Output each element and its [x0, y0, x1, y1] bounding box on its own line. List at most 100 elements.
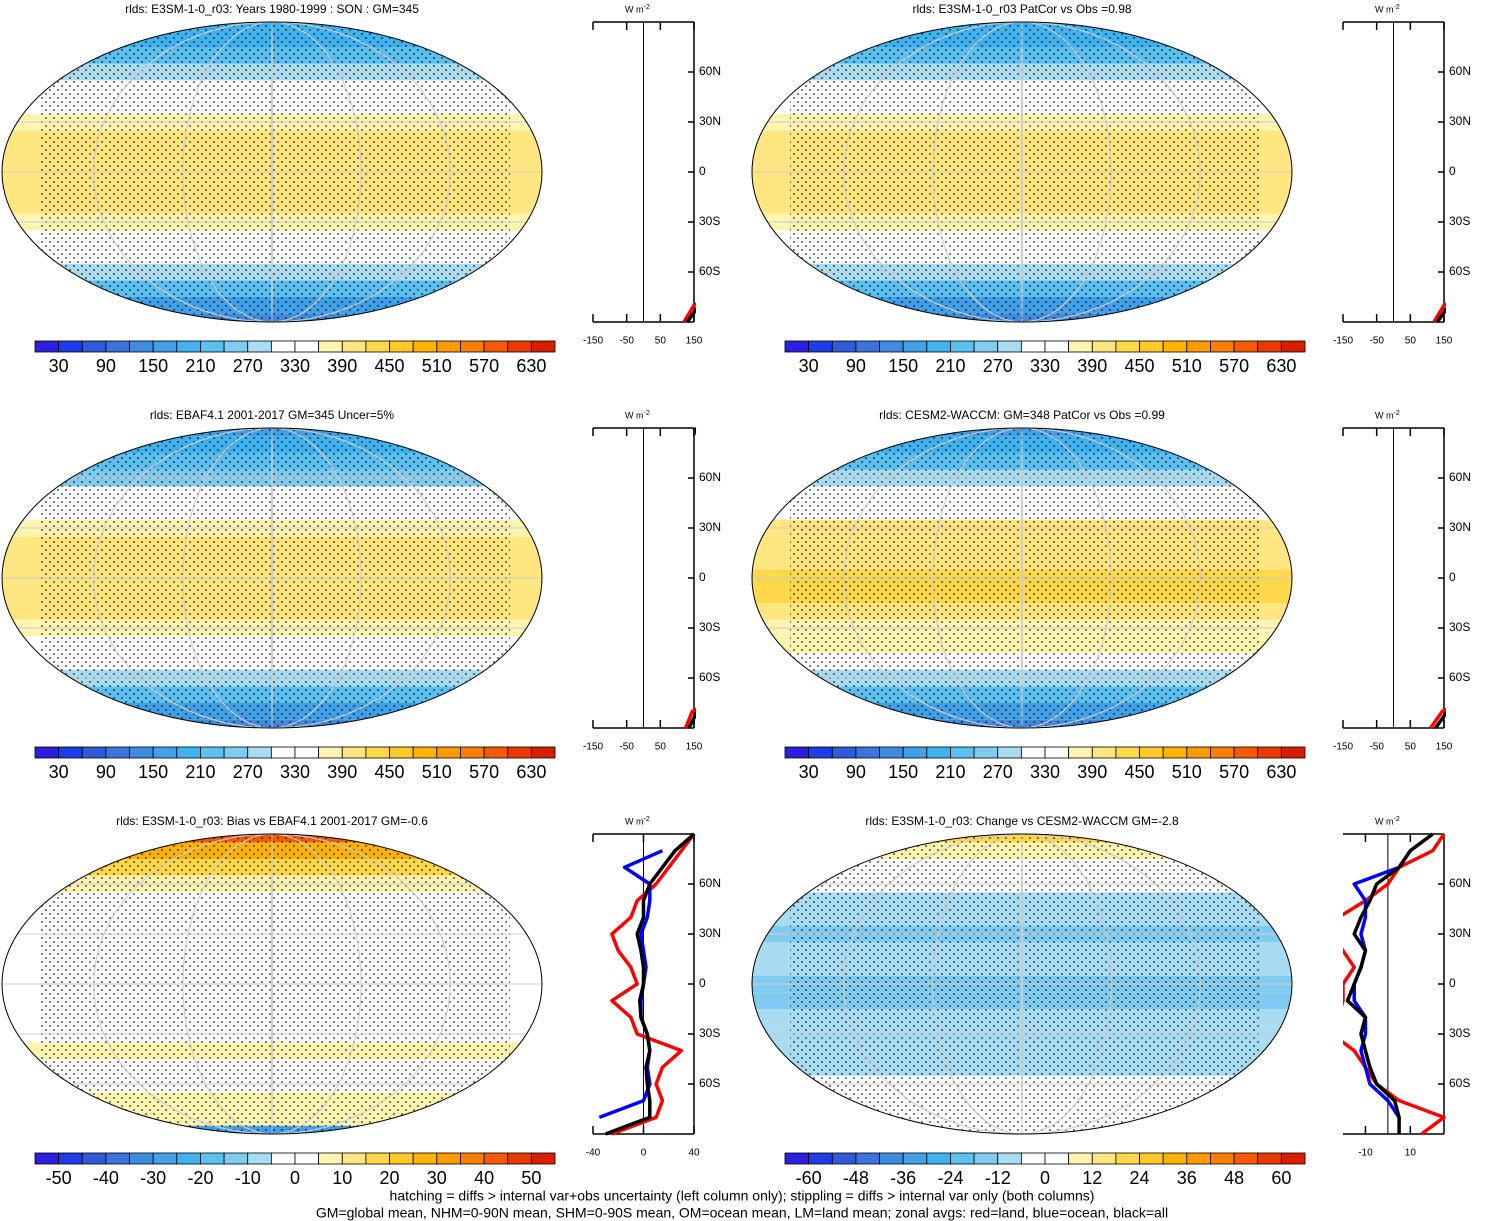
colorbar-box: [997, 340, 1022, 353]
colorbar-box: [855, 1152, 880, 1165]
colorbar-label: 510: [1172, 356, 1202, 376]
colorbar-box: [58, 340, 83, 353]
colorbar-box: [341, 340, 367, 353]
colorbar-box: [831, 340, 857, 353]
colorbar-box: [507, 1152, 532, 1165]
colorbar-box: [855, 746, 880, 759]
colorbar-box: [997, 746, 1022, 759]
colorbar-label: -20: [187, 1168, 213, 1188]
unit: W m: [1375, 4, 1394, 14]
colorbar-label: 270: [233, 762, 263, 782]
map: [752, 834, 1292, 1134]
colorbar-box: [808, 1152, 833, 1165]
y-tick-label: 60S: [699, 1076, 720, 1090]
colorbar-box: [105, 746, 130, 759]
x-tick-label: 50: [655, 336, 667, 347]
meridian: [271, 834, 273, 1134]
colorbar-label: 60: [1271, 1168, 1291, 1188]
x-tick-label: 50: [655, 742, 667, 753]
x-tick-label: -50: [619, 742, 634, 753]
colorbar-box: [784, 1152, 810, 1165]
unit-exponent: -2: [644, 4, 650, 11]
colorbar-box: [223, 340, 249, 353]
colorbar-label: 630: [516, 356, 546, 376]
colorbar-box: [1210, 1152, 1235, 1165]
colorbar-label: 630: [516, 762, 546, 782]
y-tick-label: 30N: [699, 520, 721, 534]
map: [2, 22, 542, 322]
panel-title: rlds: EBAF4.1 2001-2017 GM=345 Uncer=5%: [150, 408, 394, 422]
meridian: [843, 834, 1201, 1134]
colorbar-box: [247, 340, 272, 353]
meridian: [182, 834, 362, 1134]
colorbar-label: 210: [935, 356, 965, 376]
y-tick-label: 60N: [699, 470, 721, 484]
y-tick-label: 30S: [699, 214, 720, 228]
colorbar-box: [879, 340, 904, 353]
y-tick-label: 60N: [699, 64, 721, 78]
colorbar-box: [365, 1152, 390, 1165]
y-tick-label: 0: [699, 976, 706, 990]
colorbar-label: 20: [380, 1168, 400, 1188]
colorbar-label: 510: [422, 356, 452, 376]
colorbar-box: [1162, 746, 1188, 759]
colorbar-label: 210: [185, 762, 215, 782]
colorbar-box: [460, 340, 485, 353]
map-outline: [751, 21, 1293, 323]
colorbar-box: [1115, 340, 1140, 353]
unit: W m: [625, 410, 644, 420]
colorbar-box: [176, 1152, 201, 1165]
colorbar-box: [507, 746, 532, 759]
colorbar-label: 270: [983, 356, 1013, 376]
colorbar-label: 30: [799, 356, 819, 376]
colorbar-box: [318, 746, 343, 759]
colorbar-box: [152, 340, 178, 353]
colorbar-label: 48: [1224, 1168, 1244, 1188]
colorbar-box: [808, 746, 833, 759]
colorbar-box: [1044, 340, 1070, 353]
colorbar-label: 12: [1082, 1168, 1102, 1188]
colorbar-box: [1020, 340, 1046, 353]
y-tick-label: 60S: [1449, 264, 1470, 278]
y-tick-label: 0: [1449, 164, 1456, 178]
colorbar-box: [1162, 340, 1188, 353]
x-tick-label: 40: [688, 1148, 700, 1159]
colorbar-box: [34, 340, 60, 353]
colorbar-box: [318, 1152, 343, 1165]
unit-exponent: -2: [1394, 4, 1400, 11]
colorbar-label: 150: [888, 762, 918, 782]
colorbar-box: [270, 340, 296, 353]
colorbar-box: [1280, 1152, 1306, 1165]
unit: W m: [625, 816, 644, 826]
colorbar-label: -10: [235, 1168, 261, 1188]
y-tick-label: 30N: [1449, 926, 1471, 940]
y-tick-label: 60S: [699, 264, 720, 278]
colorbar-box: [389, 1152, 414, 1165]
colorbar-box: [58, 746, 83, 759]
colorbar-box: [1162, 1152, 1188, 1165]
y-tick-label: 60N: [1449, 64, 1471, 78]
colorbar-box: [270, 1152, 296, 1165]
colorbar-box: [460, 1152, 485, 1165]
colorbar-label: 90: [96, 762, 116, 782]
colorbar-box: [808, 340, 833, 353]
map: [752, 428, 1292, 728]
colorbar-label: 10: [332, 1168, 352, 1188]
zonal-line: [610, 832, 696, 1136]
colorbar-box: [483, 340, 509, 353]
panel-title: rlds: CESM2-WACCM: GM=348 PatCor vs Obs …: [879, 408, 1165, 422]
colorbar-label: 390: [327, 356, 357, 376]
colorbar-box: [1233, 746, 1259, 759]
meridian: [93, 428, 451, 728]
map: [2, 834, 542, 1134]
colorbar-label: 90: [846, 762, 866, 782]
colorbar-box: [1257, 746, 1282, 759]
colorbar-box: [784, 340, 810, 353]
colorbar-label: 0: [290, 1168, 300, 1188]
colorbar-label: 510: [422, 762, 452, 782]
unit: W m: [1375, 816, 1394, 826]
y-tick-label: 30N: [699, 114, 721, 128]
meridian: [93, 22, 451, 322]
x-tick-label: 150: [686, 336, 703, 347]
